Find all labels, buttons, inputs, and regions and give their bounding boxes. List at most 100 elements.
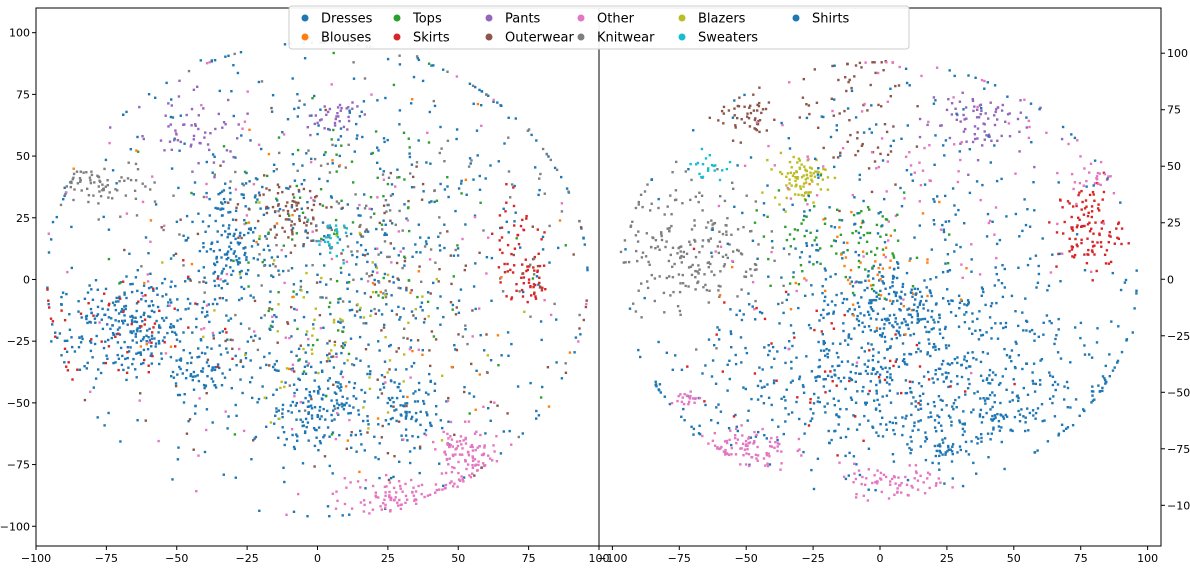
- scatter-point: [839, 407, 842, 411]
- scatter-point: [492, 100, 495, 103]
- scatter-point: [757, 120, 760, 123]
- scatter-point: [1051, 375, 1055, 378]
- scatter-point: [959, 158, 962, 162]
- scatter-point: [744, 275, 748, 279]
- scatter-point: [889, 234, 893, 237]
- scatter-point: [1075, 204, 1078, 208]
- scatter-point: [924, 325, 927, 329]
- scatter-point: [912, 332, 916, 336]
- scatter-point: [170, 167, 174, 170]
- scatter-point: [872, 289, 876, 293]
- scatter-point: [963, 303, 966, 306]
- y-tick-label: −100: [0, 520, 30, 533]
- scatter-point: [346, 245, 350, 248]
- scatter-point: [390, 261, 393, 264]
- scatter-point: [75, 170, 79, 173]
- scatter-point: [770, 168, 773, 171]
- scatter-point: [979, 374, 983, 377]
- scatter-point: [399, 503, 402, 507]
- scatter-point: [247, 231, 250, 235]
- scatter-point: [320, 415, 323, 418]
- scatter-point: [225, 314, 228, 317]
- scatter-point: [205, 182, 208, 186]
- scatter-point: [202, 335, 205, 339]
- scatter-point: [363, 292, 367, 295]
- scatter-point: [997, 425, 1001, 428]
- scatter-point: [898, 334, 902, 337]
- scatter-point: [822, 218, 825, 221]
- scatter-point: [225, 272, 229, 276]
- scatter-point: [268, 364, 271, 367]
- scatter-point: [240, 236, 243, 240]
- scatter-point: [130, 322, 133, 326]
- scatter-point: [855, 280, 858, 283]
- scatter-point: [182, 259, 185, 262]
- scatter-point: [864, 369, 868, 373]
- scatter-point: [464, 438, 467, 441]
- scatter-point: [747, 435, 751, 439]
- right-points-layer: [619, 60, 1138, 502]
- scatter-point: [305, 360, 308, 363]
- scatter-point: [220, 190, 224, 193]
- scatter-point: [679, 393, 682, 396]
- scatter-point: [901, 285, 904, 288]
- scatter-point: [127, 161, 130, 164]
- scatter-point: [197, 212, 200, 215]
- scatter-point: [727, 427, 731, 430]
- scatter-point: [226, 236, 229, 239]
- scatter-point: [332, 51, 335, 55]
- scatter-point: [175, 333, 178, 336]
- scatter-point: [1076, 224, 1079, 227]
- scatter-point: [473, 432, 477, 435]
- scatter-point: [244, 251, 247, 255]
- scatter-point: [808, 166, 812, 169]
- scatter-point: [200, 104, 203, 107]
- scatter-point: [275, 388, 278, 391]
- scatter-point: [423, 432, 426, 435]
- scatter-point: [513, 224, 516, 227]
- scatter-point: [453, 466, 456, 470]
- scatter-point: [328, 171, 332, 174]
- scatter-point: [398, 209, 401, 213]
- scatter-point: [312, 327, 315, 330]
- scatter-point: [335, 233, 339, 236]
- scatter-point: [826, 374, 830, 377]
- scatter-point: [389, 194, 393, 197]
- scatter-point: [448, 443, 451, 446]
- scatter-point: [390, 222, 394, 225]
- scatter-point: [884, 255, 887, 259]
- scatter-point: [396, 176, 399, 179]
- scatter-point: [141, 320, 144, 323]
- scatter-point: [102, 215, 105, 219]
- right-cluster-other-12: [838, 461, 954, 502]
- scatter-point: [388, 209, 392, 212]
- scatter-point: [934, 454, 937, 458]
- scatter-point: [815, 261, 819, 264]
- scatter-point: [397, 420, 401, 423]
- scatter-point: [410, 310, 414, 313]
- scatter-point: [125, 110, 128, 114]
- scatter-point: [806, 176, 809, 180]
- scatter-point: [420, 483, 424, 487]
- scatter-point: [367, 343, 370, 346]
- scatter-point: [1061, 252, 1064, 255]
- scatter-point: [1025, 126, 1028, 129]
- scatter-point: [779, 468, 782, 471]
- scatter-point: [860, 144, 864, 147]
- scatter-point: [976, 127, 980, 130]
- scatter-point: [379, 290, 382, 294]
- scatter-point: [239, 378, 242, 381]
- scatter-point: [153, 322, 157, 325]
- scatter-point: [1093, 253, 1096, 256]
- scatter-point: [467, 165, 471, 168]
- scatter-point: [837, 399, 840, 403]
- scatter-point: [184, 377, 188, 380]
- scatter-point: [763, 434, 766, 437]
- scatter-point: [384, 336, 387, 339]
- scatter-point: [1066, 426, 1070, 429]
- scatter-point: [891, 453, 895, 456]
- scatter-point: [293, 223, 296, 226]
- scatter-point: [799, 264, 803, 267]
- scatter-point: [979, 360, 983, 364]
- scatter-point: [836, 208, 839, 211]
